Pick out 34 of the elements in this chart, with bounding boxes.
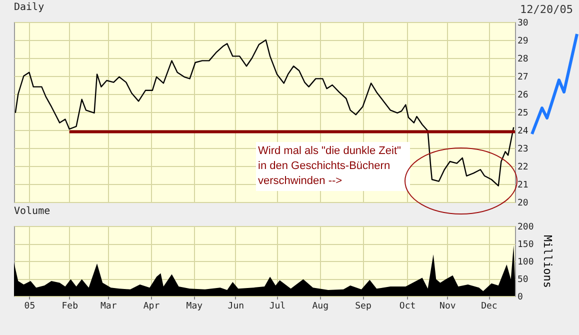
y-tick-label: 21	[518, 180, 528, 190]
y-tick-label: 200	[518, 222, 534, 232]
text: 12/20/05	[520, 3, 573, 16]
y-tick-label: 24	[518, 126, 528, 136]
x-tick-label: 05	[24, 302, 36, 312]
y-tick-label: 25	[518, 108, 528, 118]
y-tick-label: 20	[518, 198, 528, 208]
x-tick-label: Dec	[481, 302, 498, 312]
y-tick-label: 50	[518, 275, 528, 285]
y-tick-label: 27	[518, 72, 528, 82]
x-tick-label: May	[186, 302, 204, 312]
y-tick-label: 30	[518, 18, 528, 28]
x-tick-label: Sep	[355, 302, 372, 312]
y-tick-label: 28	[518, 54, 528, 64]
y-tick-label: 23	[518, 144, 528, 154]
x-tick-label: Jun	[228, 302, 244, 312]
line-series	[14, 39, 514, 186]
y-tick-label: 100	[518, 258, 534, 268]
x-tick-label: Feb	[62, 302, 78, 312]
x-tick-label: Nov	[440, 302, 456, 312]
y-axis-title: Millions	[540, 235, 554, 288]
chart-title: Daily	[14, 2, 44, 13]
y-tick-label: 26	[518, 90, 528, 100]
chart-title: Volume	[14, 206, 50, 217]
x-tick-label: Oct	[399, 302, 416, 312]
annotation: Wird mal als "die dunkle Zeit" in den Geschichts-Büchern verschwinden -->	[256, 142, 410, 191]
y-tick-label: 150	[518, 240, 534, 250]
y-tick-label: 0	[518, 292, 523, 302]
x-tick-label: Apr	[143, 302, 160, 312]
x-tick-label: Mar	[100, 302, 118, 312]
y-tick-label: 29	[518, 36, 528, 46]
x-tick-label: Jul	[269, 302, 286, 312]
y-tick-label: 22	[518, 162, 528, 172]
x-tick-label: Aug	[312, 302, 328, 312]
